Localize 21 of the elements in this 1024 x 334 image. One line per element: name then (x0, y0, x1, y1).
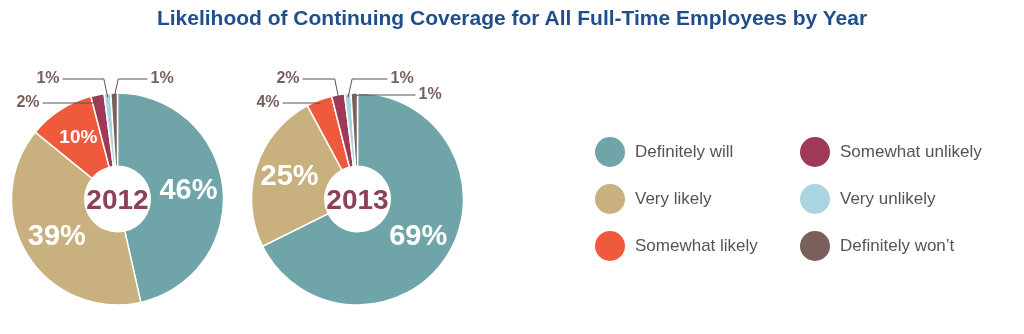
data-label: 1% (418, 85, 442, 103)
legend-label: Very unlikely (840, 188, 936, 209)
legend-label: Somewhat likely (635, 235, 758, 256)
data-label: 2% (276, 69, 300, 87)
data-label: 4% (256, 93, 280, 111)
data-label: 46% (159, 173, 218, 206)
text: 2012 (86, 183, 149, 215)
data-label: 10% (59, 126, 98, 148)
text: 2013 (326, 183, 389, 215)
data-label: 2% (16, 93, 40, 111)
data-label: 1% (36, 69, 60, 87)
legend-label: Definitely will (635, 141, 734, 162)
data-label: 69% (389, 218, 448, 251)
data-label: 1% (390, 69, 414, 87)
legend-label: Definitely won’t (840, 235, 955, 256)
data-label: 1% (150, 69, 174, 87)
chart-title: Likelihood of Continuing Coverage for All Full-Time Employees by Year (155, 6, 869, 30)
legend-label: Very likely (635, 188, 712, 209)
legend-label: Somewhat unlikely (840, 141, 982, 162)
data-label: 39% (27, 218, 87, 251)
data-label: 25% (260, 159, 319, 192)
